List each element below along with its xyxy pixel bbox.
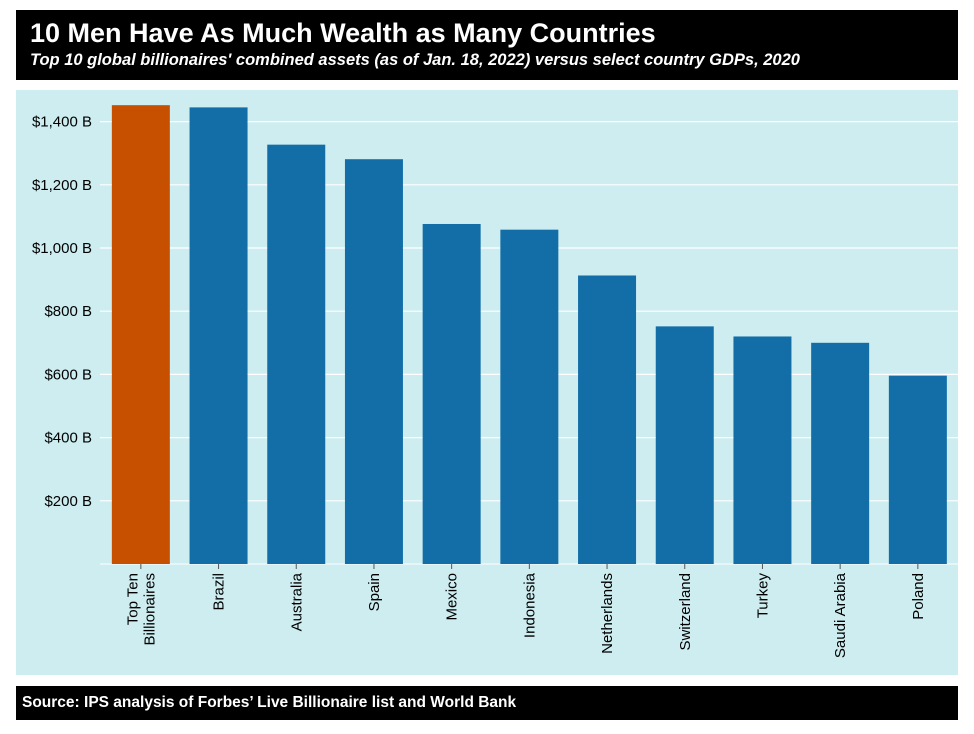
bar xyxy=(811,342,870,564)
bar xyxy=(500,229,559,564)
x-tick-label: Brazil xyxy=(211,573,228,611)
plot-area: $200 B $400 B $600 B $800 B $1,000 B $1,200 B… xyxy=(16,90,958,675)
bar xyxy=(267,144,326,564)
chart-subtitle: Top 10 global billionaires' combined ass… xyxy=(30,51,800,69)
bar xyxy=(189,107,248,564)
bar xyxy=(422,223,481,564)
chart-title: 10 Men Have As Much Wealth as Many Count… xyxy=(30,18,656,48)
y-tick-label: $600 B xyxy=(44,366,92,383)
x-tick-label: Switzerland xyxy=(677,573,694,651)
bar xyxy=(733,336,792,564)
x-tick-label: Mexico xyxy=(444,573,461,621)
x-tick-label: Top Ten xyxy=(124,573,141,625)
x-tick-label: Billionaires xyxy=(141,573,158,646)
x-tick-label: Spain xyxy=(366,573,383,611)
bar xyxy=(655,326,714,564)
chart-header: 10 Men Have As Much Wealth as Many Count… xyxy=(16,10,958,80)
x-tick-label: Indonesia xyxy=(521,572,538,638)
x-tick-label: Poland xyxy=(910,573,927,620)
bar xyxy=(888,375,947,564)
y-tick-label: $1,200 B xyxy=(32,177,92,194)
x-tick-label: Australia xyxy=(288,572,305,631)
bar xyxy=(344,159,403,564)
x-tick-label: Saudi Arabia xyxy=(832,572,849,658)
source-footer: Source: IPS analysis of Forbes’ Live Bil… xyxy=(16,686,958,720)
x-tick-label: Netherlands xyxy=(599,573,616,654)
y-tick-label: $1,400 B xyxy=(32,114,92,131)
bar xyxy=(578,275,637,564)
bar-chart: $200 B $400 B $600 B $800 B $1,000 B $1,200 B… xyxy=(32,105,958,658)
bar xyxy=(111,105,170,564)
y-tick-label: $800 B xyxy=(44,303,92,320)
y-tick-label: $1,000 B xyxy=(32,240,92,257)
source-text: Source: IPS analysis of Forbes’ Live Bil… xyxy=(22,694,517,711)
y-tick-label: $400 B xyxy=(44,430,92,447)
x-tick-label: Turkey xyxy=(754,573,771,619)
y-tick-label: $200 B xyxy=(44,493,92,510)
